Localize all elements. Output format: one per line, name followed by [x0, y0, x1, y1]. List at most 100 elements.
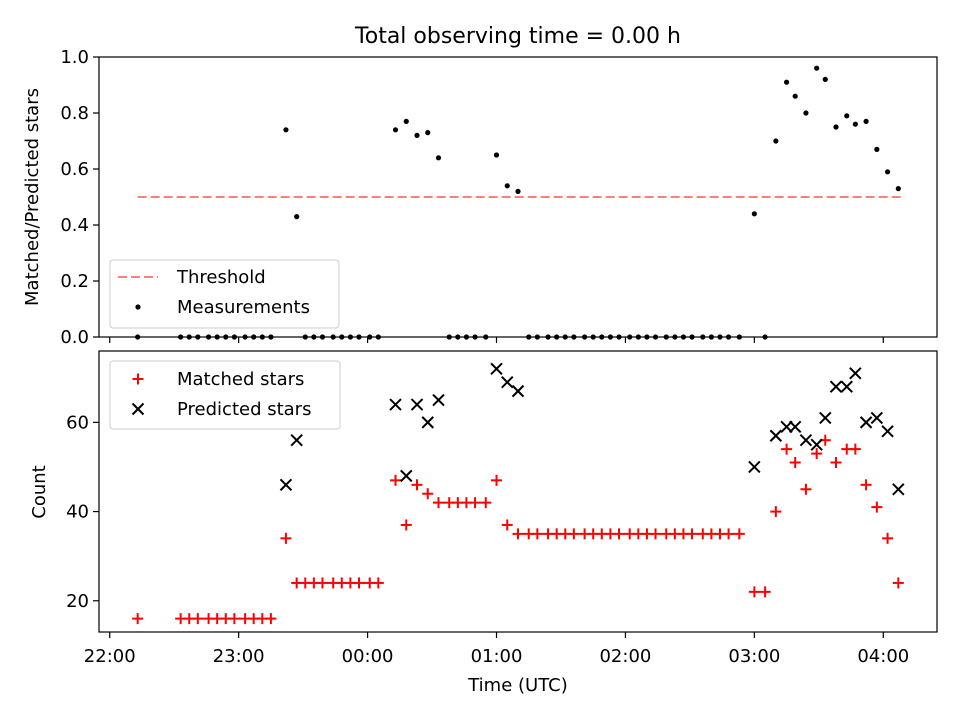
matched-star-point [830, 457, 842, 469]
matched-star-point [132, 613, 144, 625]
predicted-star-point [819, 411, 832, 425]
measurement-point [844, 113, 850, 119]
matched-star-point [469, 497, 481, 509]
top-legend-box [109, 259, 340, 329]
measurement-point [822, 76, 828, 82]
matched-star-point [882, 532, 894, 544]
measurement-point [814, 65, 820, 71]
matched-star-point [512, 528, 524, 540]
predicted-star-point [400, 469, 413, 483]
x-tick-label: 03:00 [728, 646, 780, 667]
matched-star-point [411, 479, 423, 491]
bottom-y-tick-label: 20 [66, 591, 89, 612]
matched-star-point [650, 528, 662, 540]
measurement-point [751, 211, 757, 217]
x-tick-label: 01:00 [471, 646, 523, 667]
matched-star-point [770, 506, 782, 518]
top-plot-frame [98, 56, 938, 338]
matched-star-point [789, 457, 801, 469]
x-tick-label: 02:00 [599, 646, 651, 667]
top-y-tick-label: 0.8 [60, 103, 89, 124]
x-tick-label: 23:00 [213, 646, 265, 667]
matched-star-point [353, 577, 365, 589]
predicted-star-point [490, 362, 503, 376]
predicted-star-point [881, 425, 894, 438]
predicted-star-point [290, 433, 303, 447]
measurement-point [435, 155, 442, 161]
predicted-star-point [799, 433, 813, 447]
matched-star-point [192, 613, 204, 625]
bottom-legend: Matched stars Predicted stars [109, 360, 341, 430]
predicted-star-point [810, 438, 823, 451]
matched-star-point [723, 528, 735, 540]
bottom-y-axis-label: Count [29, 465, 50, 518]
measurement-point [773, 138, 779, 144]
bottom-y-ticks: 20 40 60 [66, 412, 99, 612]
legend-predicted-swatch [131, 402, 145, 416]
top-y-ticks: 0.0 0.2 0.4 0.6 0.8 1.0 [60, 47, 99, 348]
top-y-axis-label: Matched/Predicted stars [22, 88, 43, 306]
measurement-point [403, 118, 409, 124]
matched-star-point [316, 577, 328, 589]
matched-star-point [491, 474, 503, 486]
predicted-star-point [849, 367, 862, 380]
top-panel: 0.0 0.2 0.4 0.6 0.8 1.0 Matched/Predicted sta… [22, 47, 938, 348]
measurement-point [895, 186, 901, 192]
measurement-point [833, 124, 839, 130]
matched-star-point [400, 519, 412, 531]
measurement-point [852, 121, 858, 127]
matched-star-point [265, 613, 277, 625]
matched-star-point [800, 483, 812, 495]
predicted-star-point [748, 460, 761, 474]
top-y-tick-label: 0.2 [60, 271, 89, 292]
matched-star-point [759, 586, 771, 598]
legend-measurements-label: Measurements [177, 297, 310, 318]
bottom-x-ticks: 22:00 23:00 00:00 01:00 02:00 03:00 04:00 [84, 632, 909, 667]
predicted-star-point [421, 416, 434, 429]
top-y-tick-label: 0.6 [60, 159, 89, 180]
top-y-tick-label: 1.0 [60, 47, 89, 68]
legend-predicted-marker [131, 402, 145, 416]
x-axis-label: Time (UTC) [467, 675, 568, 696]
legend-threshold-label: Threshold [176, 267, 266, 288]
top-y-tick-label: 0.0 [60, 327, 89, 348]
x-tick-label: 04:00 [857, 646, 909, 667]
matched-star-point [568, 528, 580, 540]
legend-measurements-swatch [135, 304, 141, 310]
predicted-star-point [870, 411, 884, 425]
top-y-tick-label: 0.4 [60, 215, 89, 236]
matched-star-point [811, 448, 823, 460]
matched-star-point [892, 577, 904, 589]
bottom-panel: 20 40 60 22:00 23:00 00:00 01:00 02:00 03:00 04:… [29, 350, 938, 696]
matched-star-point [871, 501, 883, 513]
predicted-stars-points [279, 362, 905, 496]
predicted-star-point [410, 398, 424, 411]
matched-star-point [860, 479, 872, 491]
legend-predicted-label: Predicted stars [177, 399, 311, 420]
bottom-plot-frame [98, 350, 938, 633]
predicted-star-point [788, 420, 802, 434]
predicted-star-point [892, 483, 905, 496]
measurement-point [504, 183, 510, 189]
matched-star-point [390, 474, 402, 486]
matched-stars-points [132, 434, 904, 625]
matched-star-point [613, 528, 625, 540]
legend-matched-marker [132, 373, 144, 385]
x-tick-label: 22:00 [84, 646, 136, 667]
bottom-y-tick-label: 40 [66, 502, 89, 523]
matched-star-point [432, 497, 444, 509]
measurement-point [294, 214, 300, 220]
measurement-point [884, 169, 891, 175]
matched-star-point [501, 519, 513, 531]
predicted-star-point [511, 384, 525, 398]
predicted-star-point [859, 416, 873, 429]
measurement-point [863, 118, 869, 124]
predicted-star-point [389, 398, 402, 411]
measurement-point [803, 110, 809, 116]
measurement-point [792, 93, 798, 99]
chart-title: Total observing time = 0.00 h [354, 24, 681, 49]
predicted-star-point [279, 478, 293, 492]
bottom-legend-box [109, 360, 341, 430]
measurement-point [392, 127, 399, 133]
matched-star-point [781, 443, 793, 455]
